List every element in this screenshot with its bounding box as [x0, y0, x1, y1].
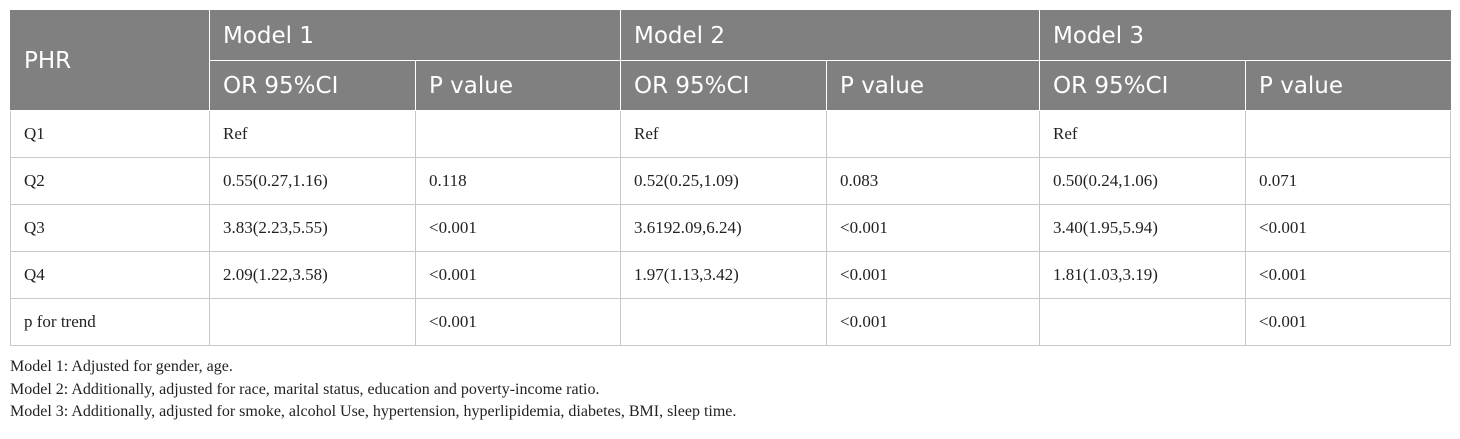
header-row-2: OR 95%CI P value OR 95%CI P value OR 95%…: [11, 60, 1452, 111]
header-m2-or: OR 95%CI: [620, 60, 828, 111]
header-model-3: Model 3: [1039, 10, 1452, 61]
table-footnotes: Model 1: Adjusted for gender, age. Model…: [10, 356, 736, 424]
m1-or-cell: Ref: [209, 110, 416, 158]
m2-p-cell: <0.001: [826, 204, 1041, 252]
m1-or-cell: 0.55(0.27,1.16): [209, 157, 416, 205]
m1-or-cell: 2.09(1.22,3.58): [209, 251, 416, 299]
m1-or-cell: [209, 298, 416, 346]
m3-or-cell: 0.50(0.24,1.06): [1039, 157, 1247, 205]
m3-or-cell: 3.40(1.95,5.94): [1039, 204, 1247, 252]
m3-or-cell: Ref: [1039, 110, 1247, 158]
header-model-1: Model 1: [208, 10, 622, 61]
table-row-q2: Q2 0.55(0.27,1.16) 0.118 0.52(0.25,1.09)…: [10, 157, 1452, 205]
m3-or-cell: [1039, 298, 1247, 346]
m2-p-cell: [826, 110, 1041, 158]
table-header: PHR Model 1 Model 2 Model 3 OR 95%CI P v…: [10, 10, 1452, 111]
m3-p-cell: <0.001: [1245, 298, 1452, 346]
header-row-1: PHR Model 1 Model 2 Model 3: [10, 10, 1452, 111]
header-m3-p: P value: [1245, 60, 1452, 111]
m1-p-cell: <0.001: [414, 251, 622, 299]
table-row-q3: Q3 3.83(2.23,5.55) <0.001 3.6192.09,6.24…: [10, 204, 1452, 252]
header-model-2: Model 2: [620, 10, 1041, 61]
m1-p-cell: <0.001: [414, 204, 622, 252]
results-table: PHR Model 1 Model 2 Model 3 OR 95%CI P v…: [10, 10, 1452, 346]
m1-p-cell: [414, 110, 622, 158]
footnote-model-2: Model 2: Additionally, adjusted for race…: [10, 380, 600, 398]
m2-p-cell: <0.001: [826, 298, 1041, 346]
header-m2-p: P value: [826, 60, 1041, 111]
table-row-trend: p for trend <0.001 <0.001 <0.001: [10, 298, 1452, 346]
table-body: Q1 Ref Ref Ref Q2 0.55(0.27,1.16) 0.118 …: [10, 110, 1452, 346]
row-label: Q1: [10, 110, 210, 158]
row-label: Q4: [10, 251, 210, 299]
m3-or-cell: 1.81(1.03,3.19): [1039, 251, 1247, 299]
m2-or-cell: Ref: [620, 110, 828, 158]
row-label: p for trend: [10, 298, 210, 346]
m1-p-cell: <0.001: [414, 298, 622, 346]
m2-or-cell: 1.97(1.13,3.42): [620, 251, 828, 299]
row-label: Q3: [10, 204, 210, 252]
header-m3-or: OR 95%CI: [1039, 60, 1247, 111]
table-row-q1: Q1 Ref Ref Ref: [10, 110, 1452, 158]
header-m1-p: P value: [414, 60, 622, 111]
footnote-model-3: Model 3: Additionally, adjusted for smok…: [10, 403, 737, 420]
m1-or-cell: 3.83(2.23,5.55): [209, 204, 416, 252]
m1-p-cell: 0.118: [414, 157, 622, 205]
header-phr: PHR: [10, 10, 210, 111]
m2-p-cell: 0.083: [826, 157, 1041, 205]
m2-p-cell: <0.001: [826, 251, 1041, 299]
m2-or-cell: 3.6192.09,6.24): [620, 204, 828, 252]
table-row-q4: Q4 2.09(1.22,3.58) <0.001 1.97(1.13,3.42…: [10, 251, 1452, 299]
m2-or-cell: 0.52(0.25,1.09): [620, 157, 828, 205]
m3-p-cell: 0.071: [1245, 157, 1452, 205]
row-label: Q2: [10, 157, 210, 205]
m3-p-cell: <0.001: [1245, 204, 1452, 252]
m3-p-cell: [1245, 110, 1452, 158]
m2-or-cell: [620, 298, 828, 346]
results-table-container: PHR Model 1 Model 2 Model 3 OR 95%CI P v…: [10, 10, 1452, 346]
header-m1-or: OR 95%CI: [209, 60, 416, 111]
m3-p-cell: <0.001: [1245, 251, 1452, 299]
footnote-model-1: Model 1: Adjusted for gender, age.: [10, 358, 233, 375]
